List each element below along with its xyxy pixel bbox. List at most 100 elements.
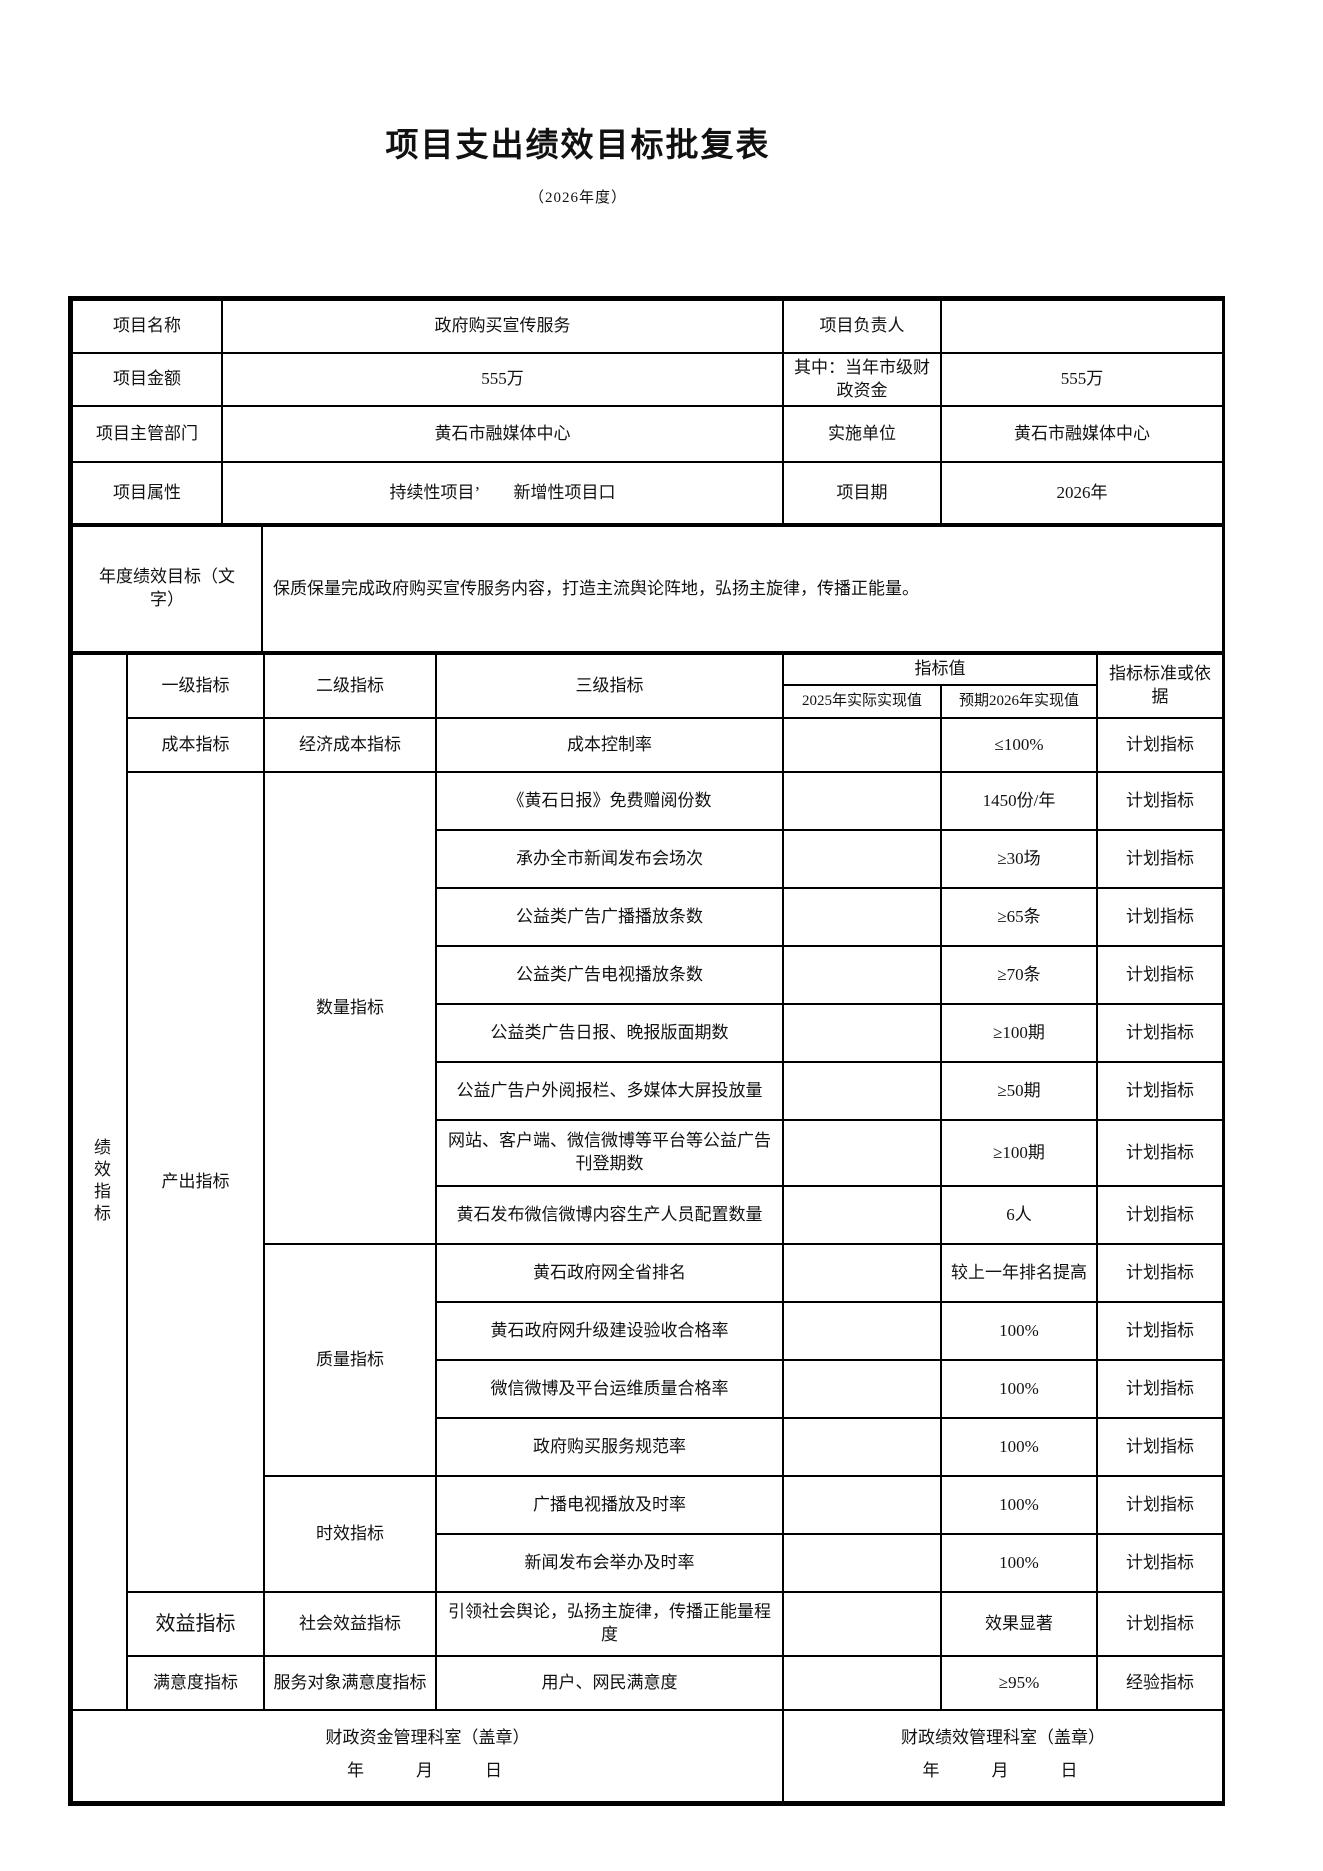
value-2025-cell [782,717,942,773]
value-2026-cell: ≥100期 [940,1119,1098,1187]
value-2026-cell: 100% [940,1533,1098,1593]
standard-cell: 计划指标 [1096,1417,1224,1477]
project-name-label: 项目名称 [71,299,223,354]
value-2026-cell: 效果显著 [940,1591,1098,1657]
city-funds-label: 其中：当年市级财政资金 [782,352,942,407]
standard-cell: 计划指标 [1096,887,1224,947]
indicator-name: 政府购买服务规范率 [435,1417,784,1477]
value-2025-cell [782,887,942,947]
indicator-row: 产出指标 数量指标 《黄石日报》免费赠阅份数 1450份/年 计划指标 [72,771,1224,1593]
implement-unit-label: 实施单位 [782,405,942,463]
supervisor-dept-label: 项目主管部门 [71,405,223,463]
indicators-table: 绩效指标 一级指标 二级指标 三级指标 指标值 指标标准或依据 2025年实际实… [71,653,1224,1803]
value-2026-cell: 100% [940,1301,1098,1361]
supervisor-dept-value: 黄石市融媒体中心 [221,405,784,463]
output-group-label: 产出指标 [126,771,265,1593]
value-2025-cell [782,1061,942,1121]
value-2026-cell: ≥95% [940,1655,1098,1711]
value-2025-cell [782,1119,942,1187]
standard-header: 指标标准或依据 [1096,653,1224,719]
level1-header: 一级指标 [126,653,265,719]
quantity-group-label: 数量指标 [263,771,437,1245]
indicator-name: 公益类广告日报、晚报版面期数 [435,1003,784,1063]
indicator-row: 政府购买服务规范率 100% 计划指标 [72,1417,1224,1477]
project-period-label: 项目期 [782,461,942,525]
funds-office-title: 财政资金管理科室（盖章） [325,1728,530,1747]
value-2025-cell [782,1359,942,1419]
value-2025-cell [782,1301,942,1361]
indicator-name: 公益类广告电视播放条数 [435,945,784,1005]
standard-cell: 计划指标 [1096,1301,1224,1361]
value-2026-cell: ≥65条 [940,887,1098,947]
indicator-name: 引领社会舆论，弘扬主旋律，传播正能量程度 [435,1591,784,1657]
benefit-group-label: 效益指标 [126,1591,265,1657]
performance-office-date: 年 月 日 [922,1760,1084,1780]
standard-cell: 计划指标 [1096,1243,1224,1303]
performance-office-title: 财政绩效管理科室（盖章） [901,1728,1105,1747]
value-2025-cell [782,1533,942,1593]
indicator-name: 广播电视播放及时率 [435,1475,784,1535]
project-period-value: 2026年 [940,461,1224,525]
value-2026-cell: ≥100期 [940,1003,1098,1063]
table-row: 项目金额 555万 其中：当年市级财政资金 555万 [71,352,1224,407]
project-amount-label: 项目金额 [71,352,223,407]
cost-sub-label: 经济成本指标 [263,717,437,773]
standard-cell: 计划指标 [1096,829,1224,889]
project-name-value: 政府购买宣传服务 [221,299,784,354]
project-info-table: 项目名称 政府购买宣传服务 项目负责人 项目金额 555万 其中：当年市级财政资… [71,299,1224,525]
performance-side-label-cell: 绩效指标 [71,653,128,1711]
indicators-header-row: 绩效指标 一级指标 二级指标 三级指标 指标值 指标标准或依据 [71,653,1224,1711]
level2-header: 二级指标 [263,653,437,719]
standard-cell: 计划指标 [1096,1591,1224,1657]
table-row: 项目主管部门 黄石市融媒体中心 实施单位 黄石市融媒体中心 [71,405,1224,463]
timeliness-group-label: 时效指标 [263,1475,437,1593]
table-row: 项目属性 持续性项目’ 新增性项目口 项目期 2026年 [71,461,1224,525]
funds-office-date: 年 月 日 [347,1760,508,1780]
value-2025-cell [782,1591,942,1657]
indicator-name: 黄石政府网升级建设验收合格率 [435,1301,784,1361]
value-2026-cell: 1450份/年 [940,771,1098,831]
value-2026-cell: 100% [940,1417,1098,1477]
indicator-row: 效益指标 社会效益指标 引领社会舆论，弘扬主旋律，传播正能量程度 效果显著 计划… [72,1591,1224,1657]
standard-cell: 计划指标 [1096,771,1224,831]
indicator-row: 黄石发布微信微博内容生产人员配置数量 6人 计划指标 [72,1185,1224,1245]
indicator-row: 微信微博及平台运维质量合格率 100% 计划指标 [72,1359,1224,1419]
indicators-subheader-row: 2025年实际实现值 预期2026年实现值 [72,684,1223,719]
value-2026-cell: 100% [940,1359,1098,1419]
table-row: 年度绩效目标（文字） 保质保量完成政府购买宣传服务内容，打造主流舆论阵地，弘扬主… [71,525,1224,653]
indicator-name: 公益类广告广播播放条数 [435,887,784,947]
value-2025-cell [782,1003,942,1063]
standard-cell: 计划指标 [1096,1119,1224,1187]
signature-row: 财政资金管理科室（盖章） 年 月 日 财政绩效管理科室（盖章） 年 月 日 [71,1709,1224,1803]
value-2025-cell [782,1185,942,1245]
value-2026-header: 预期2026年实现值 [940,684,1098,719]
implement-unit-value: 黄石市融媒体中心 [940,405,1224,463]
indicator-row: 公益类广告日报、晚报版面期数 ≥100期 计划指标 [72,1003,1224,1063]
standard-cell: 计划指标 [1096,1061,1224,1121]
performance-side-label: 绩效指标 [90,1138,110,1226]
standard-cell: 经验指标 [1096,1655,1224,1711]
indicator-row: 质量指标 黄石政府网全省排名 较上一年排名提高 计划指标 [72,1243,1224,1477]
satisfaction-group-label: 满意度指标 [126,1655,265,1711]
standard-cell: 计划指标 [1096,1475,1224,1535]
table-row: 项目名称 政府购买宣传服务 项目负责人 [71,299,1224,354]
indicator-name: 《黄石日报》免费赠阅份数 [435,771,784,831]
value-2026-cell: ≥70条 [940,945,1098,1005]
indicator-name: 成本控制率 [435,717,784,773]
page-subtitle: （2026年度） [528,190,627,206]
annual-goal-text: 保质保量完成政府购买宣传服务内容，打造主流舆论阵地，弘扬主旋律，传播正能量。 [261,525,1224,653]
value-2025-cell [782,1475,942,1535]
value-2025-cell [782,945,942,1005]
indicator-name: 用户、网民满意度 [435,1655,784,1711]
performance-office-stamp-cell: 财政绩效管理科室（盖章） 年 月 日 [782,1709,1224,1803]
value-2026-cell: ≥30场 [940,829,1098,889]
indicator-name: 承办全市新闻发布会场次 [435,829,784,889]
standard-cell: 计划指标 [1096,1003,1224,1063]
value-2026-cell: 100% [940,1475,1098,1535]
indicator-row: 承办全市新闻发布会场次 ≥30场 计划指标 [72,829,1224,889]
quality-group-label: 质量指标 [263,1243,437,1477]
standard-cell: 计划指标 [1096,717,1224,773]
indicator-row: 黄石政府网升级建设验收合格率 100% 计划指标 [72,1301,1224,1361]
indicator-name: 黄石发布微信微博内容生产人员配置数量 [435,1185,784,1245]
value-2026-cell: ≥50期 [940,1061,1098,1121]
